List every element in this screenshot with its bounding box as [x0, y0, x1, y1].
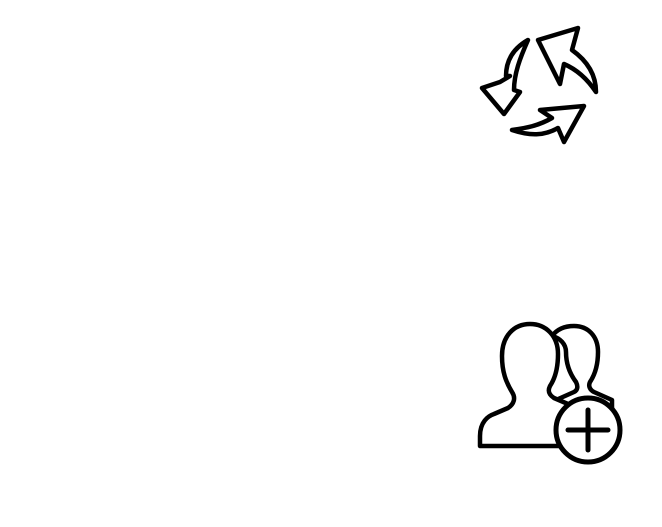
refresh-icon	[479, 25, 599, 145]
add-users-button[interactable]	[474, 318, 628, 470]
refresh-button[interactable]	[474, 24, 604, 148]
add-users-icon	[477, 321, 623, 465]
